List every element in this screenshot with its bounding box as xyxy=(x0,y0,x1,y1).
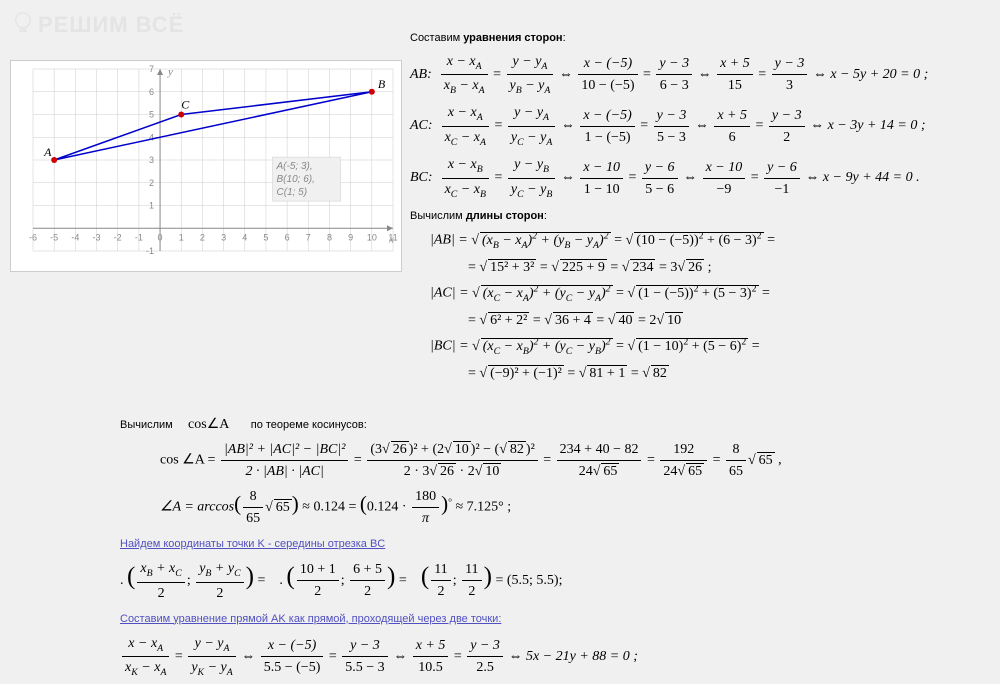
section1-header: Составим уравнения сторон: xyxy=(410,30,928,47)
coordinate-graph: -6-5-4-3-2-101234567891011-11234567xyABC… xyxy=(10,60,402,272)
svg-text:5: 5 xyxy=(263,232,268,242)
angle-a-value: ∠A = arccos(86565) ≈ 0.124 = (0.124 · 18… xyxy=(160,486,980,529)
svg-text:-1: -1 xyxy=(146,246,154,256)
midpoint-calc: . (xB + xC2; yB + yC2) = . (10 + 12; 6 +… xyxy=(120,558,980,604)
svg-text:5: 5 xyxy=(149,110,154,120)
svg-text:A(-5; 3),: A(-5; 3), xyxy=(276,161,313,172)
svg-text:2: 2 xyxy=(200,232,205,242)
eq-ab: AB: x − xAxB − xA = y − yAyB − yA ⇔ x − … xyxy=(410,51,928,99)
svg-text:B: B xyxy=(378,77,386,91)
svg-text:-5: -5 xyxy=(50,232,58,242)
svg-text:10: 10 xyxy=(367,232,377,242)
svg-text:7: 7 xyxy=(149,64,154,74)
svg-text:-2: -2 xyxy=(114,232,122,242)
len-ab: |AB| = (xB − xA)2 + (yB − yA)2 = (10 − (… xyxy=(430,229,928,253)
cos-a-formula: cos ∠A = |AB|² + |AC|² − |BC|²2 · |AB| ·… xyxy=(160,439,980,482)
eq-ak: x − xAxK − xA = y − yAyK − yA ⇔ x − (−5)… xyxy=(120,633,980,681)
watermark-text: РЕШИМ ВСЁ xyxy=(38,12,184,37)
svg-text:y: y xyxy=(167,66,173,78)
svg-text:0: 0 xyxy=(158,232,163,242)
len-bc-2: = (−9)² + (−1)² = 81 + 1 = 82 xyxy=(468,363,928,384)
svg-text:C: C xyxy=(181,98,190,112)
len-bc: |BC| = (xC − xB)2 + (yC − yB)2 = (1 − 10… xyxy=(430,335,928,359)
watermark: РЕШИМ ВСЁ xyxy=(12,8,184,38)
len-ac-2: = 6² + 2² = 36 + 4 = 40 = 210 xyxy=(468,310,928,331)
svg-text:-4: -4 xyxy=(71,232,79,242)
svg-text:-6: -6 xyxy=(29,232,37,242)
svg-text:C(1; 5): C(1; 5) xyxy=(277,187,308,198)
svg-text:-1: -1 xyxy=(135,232,143,242)
svg-text:1: 1 xyxy=(179,232,184,242)
svg-text:2: 2 xyxy=(149,178,154,188)
section2-header: Вычислим длины сторон: xyxy=(410,208,928,225)
svg-text:4: 4 xyxy=(242,232,247,242)
bulb-icon xyxy=(12,11,34,35)
svg-text:7: 7 xyxy=(306,232,311,242)
svg-text:6: 6 xyxy=(149,87,154,97)
svg-text:4: 4 xyxy=(149,132,154,142)
svg-text:8: 8 xyxy=(327,232,332,242)
cos-a-header: Вычислим cos∠A по теореме косинусов: xyxy=(120,414,980,435)
svg-text:3: 3 xyxy=(149,155,154,165)
svg-text:x: x xyxy=(388,233,394,245)
svg-text:9: 9 xyxy=(348,232,353,242)
svg-text:3: 3 xyxy=(221,232,226,242)
link-ak: Составим уравнение прямой АK как прямой,… xyxy=(120,608,980,629)
svg-text:1: 1 xyxy=(149,201,154,211)
equations-section: Составим уравнения сторон: AB: x − xAxB … xyxy=(410,26,928,388)
len-ab-2: = 15² + 3² = 225 + 9 = 234 = 326 ; xyxy=(468,257,928,278)
len-ac: |AC| = (xC − xA)2 + (yC − yA)2 = (1 − (−… xyxy=(430,282,928,306)
link-midpoint: Найдем координаты точки K - середины отр… xyxy=(120,533,980,554)
cos-a-section: Вычислим cos∠A по теореме косинусов: cos… xyxy=(120,410,980,684)
eq-ac: AC: x − xAxC − xA = y − yAyC − yA ⇔ x − … xyxy=(410,102,928,150)
svg-text:-3: -3 xyxy=(93,232,101,242)
svg-text:6: 6 xyxy=(285,232,290,242)
eq-bc: BC: x − xBxC − xB = y − yByC − yB ⇔ x − … xyxy=(410,154,928,202)
svg-text:A: A xyxy=(43,145,52,159)
svg-text:B(10; 6),: B(10; 6), xyxy=(277,174,315,185)
